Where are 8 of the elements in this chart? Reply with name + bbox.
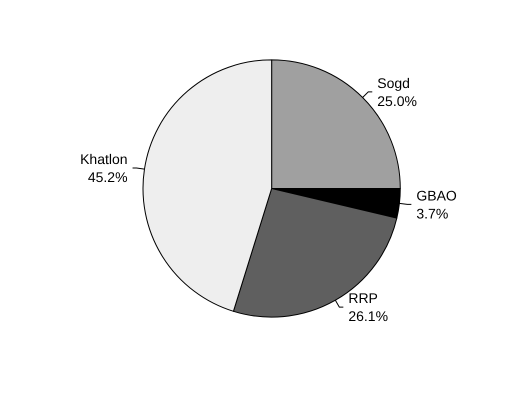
data-label: 25.0% (377, 92, 417, 109)
data-label: 3.7% (416, 205, 448, 222)
slice-label: GBAO (416, 187, 457, 204)
data-label: 45.2% (88, 168, 128, 185)
slice-label: Khatlon (80, 150, 128, 167)
slice-label: Sogd (377, 74, 410, 91)
data-label: 26.1% (348, 308, 388, 324)
slice-label: RRP (348, 290, 378, 306)
